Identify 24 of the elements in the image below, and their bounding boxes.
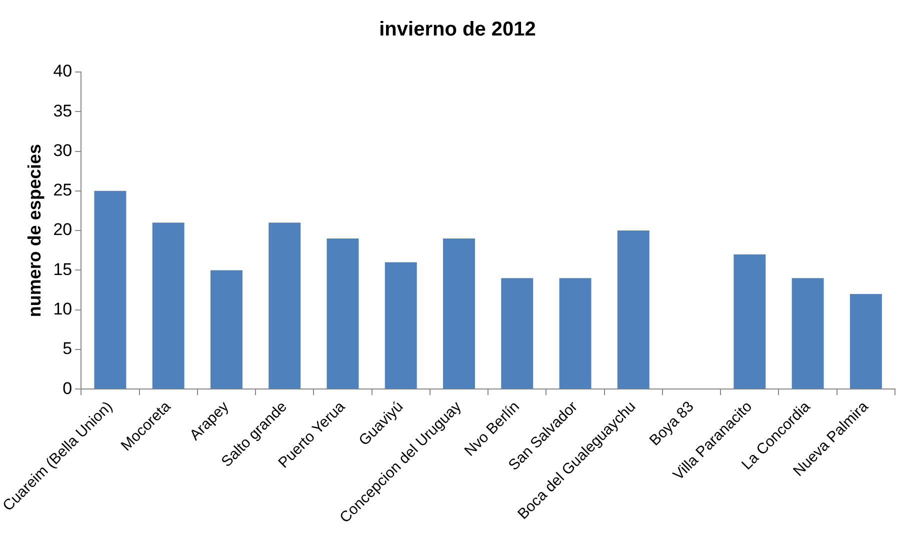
y-tick-label: 30	[53, 140, 72, 160]
y-tick-label: 20	[53, 220, 72, 240]
bar	[559, 278, 592, 389]
y-tick-label: 15	[53, 260, 72, 279]
bar	[617, 230, 650, 389]
y-axis-title: numero de especies	[24, 144, 44, 318]
bar	[443, 238, 475, 389]
bar	[501, 278, 534, 389]
y-tick-label: 35	[53, 101, 72, 120]
y-tick-label: 5	[62, 339, 72, 358]
bar	[384, 262, 417, 389]
y-tick-label: 0	[62, 378, 72, 398]
bar	[152, 222, 184, 389]
y-tick-label: 40	[53, 62, 72, 81]
bar	[210, 270, 242, 389]
bar	[94, 190, 126, 389]
bar	[734, 254, 766, 389]
bar	[326, 238, 359, 389]
y-tick-label: 25	[53, 180, 72, 200]
bar	[792, 278, 824, 389]
y-tick-label: 10	[53, 300, 72, 319]
bar	[850, 294, 882, 389]
chart-title: invierno de 2012	[379, 18, 536, 41]
bar	[268, 222, 301, 389]
